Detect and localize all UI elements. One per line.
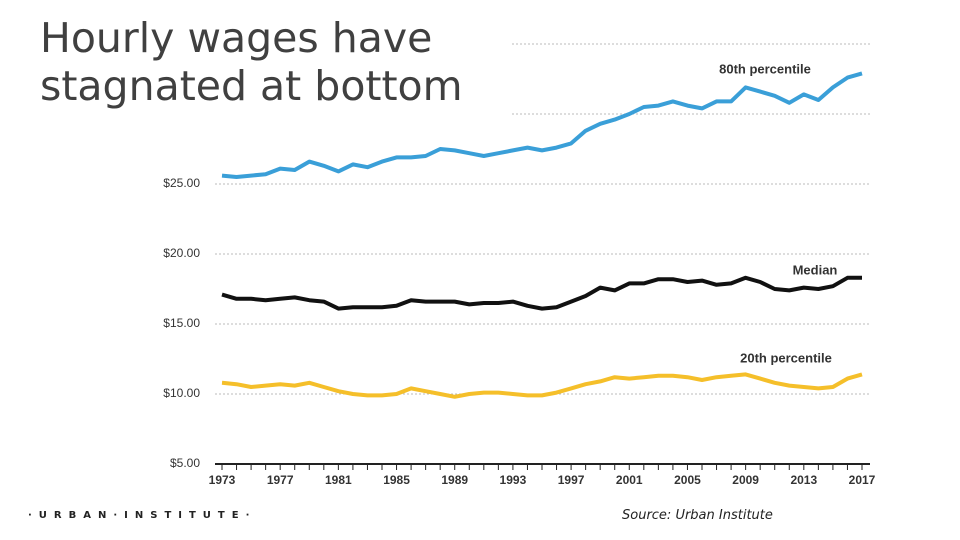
x-tick-label: 2017 bbox=[849, 473, 876, 487]
x-tick-label: 1993 bbox=[500, 473, 527, 487]
source: Source: Urban Institute bbox=[622, 508, 773, 523]
x-tick-label: 2001 bbox=[616, 473, 643, 487]
series-line bbox=[221, 275, 862, 311]
x-tick-label: 2009 bbox=[732, 473, 759, 487]
y-tick-label: $10.00 bbox=[163, 386, 200, 400]
series-label: 20th percentile bbox=[740, 350, 832, 365]
series-line bbox=[221, 71, 863, 179]
x-tick-label: 1989 bbox=[441, 473, 468, 487]
x-tick-label: 2005 bbox=[674, 473, 701, 487]
x-tick-label: 1973 bbox=[209, 473, 236, 487]
y-tick-label: $5.00 bbox=[170, 456, 200, 470]
x-tick-label: 2013 bbox=[790, 473, 817, 487]
series-label: 80th percentile bbox=[719, 61, 811, 76]
x-tick-label: 1985 bbox=[383, 473, 410, 487]
x-tick-label: 1977 bbox=[267, 473, 294, 487]
series-label: Median bbox=[793, 262, 838, 277]
series-line bbox=[221, 372, 863, 399]
slide-title: Hourly wages have stagnated at bottom bbox=[40, 14, 463, 110]
y-tick-label: $15.00 bbox=[163, 316, 200, 330]
x-tick-label: 1997 bbox=[558, 473, 585, 487]
y-tick-label: $25.00 bbox=[163, 176, 200, 190]
x-tick-label: 1981 bbox=[325, 473, 352, 487]
y-tick-label: $20.00 bbox=[163, 246, 200, 260]
logo: ·URBAN·INSTITUTE· bbox=[28, 510, 257, 521]
